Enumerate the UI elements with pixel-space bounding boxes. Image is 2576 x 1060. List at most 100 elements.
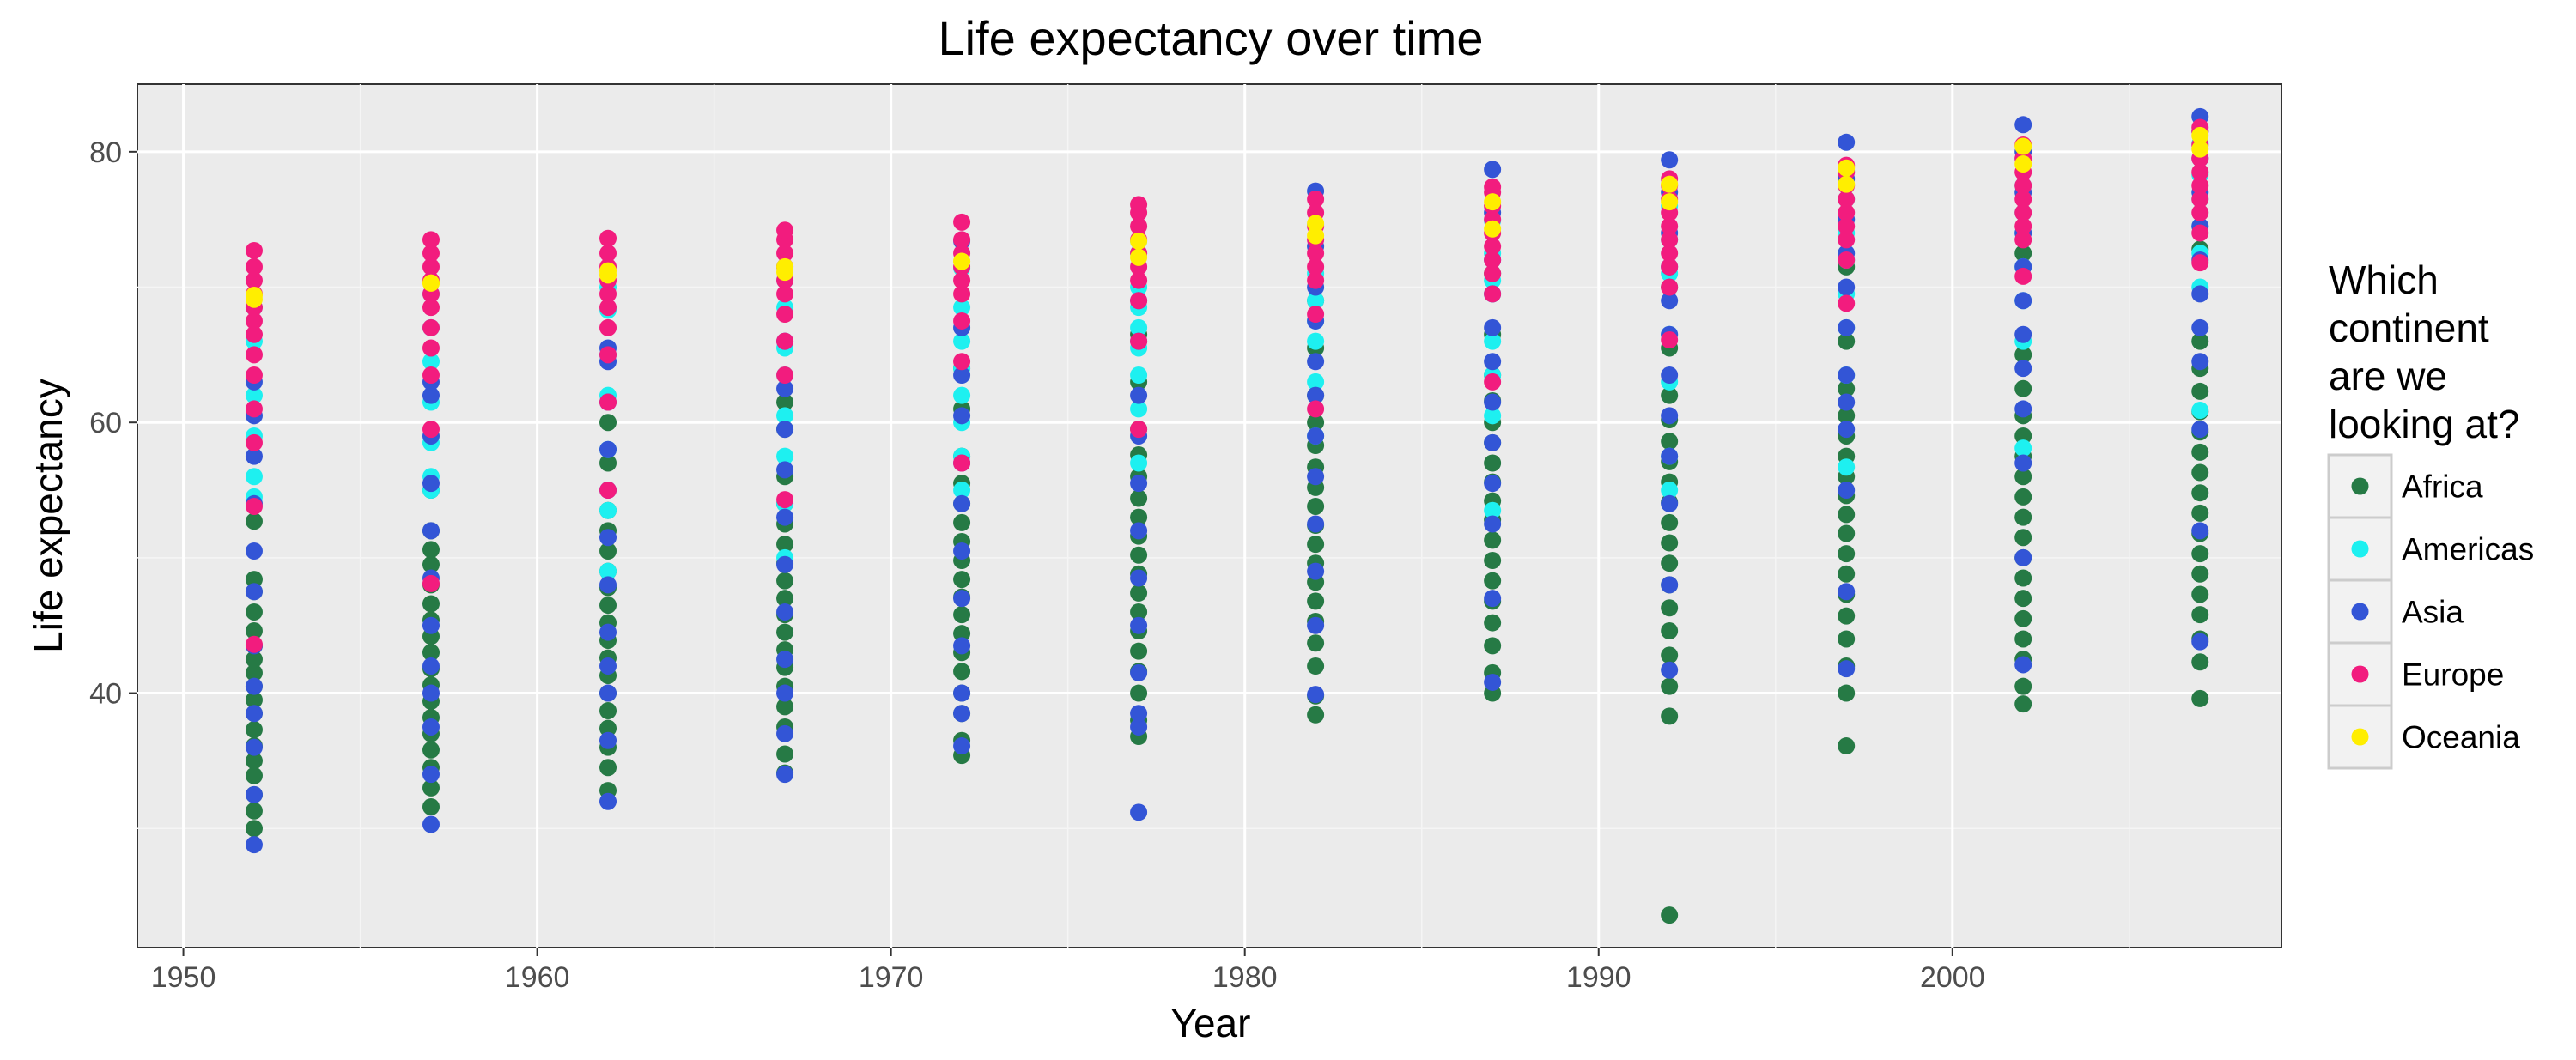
data-point <box>776 407 794 425</box>
data-point <box>1838 630 1856 648</box>
data-point <box>245 677 263 695</box>
data-point <box>776 684 794 702</box>
data-point <box>1307 414 1325 432</box>
data-point <box>1661 366 1679 385</box>
data-point <box>1307 592 1325 610</box>
data-point <box>2014 548 2032 566</box>
data-points <box>245 107 2209 924</box>
data-point <box>1838 332 1856 350</box>
legend-title: are we <box>2329 354 2447 398</box>
data-point <box>776 623 794 641</box>
data-point <box>953 542 971 560</box>
data-point <box>1484 318 1502 336</box>
data-point <box>2191 522 2209 540</box>
data-point <box>953 231 971 249</box>
data-point <box>776 572 794 590</box>
data-point <box>2191 443 2209 461</box>
grid-lines <box>137 84 2281 948</box>
data-point <box>1307 215 1325 233</box>
data-point <box>1307 634 1325 652</box>
data-point <box>1484 637 1502 655</box>
data-point <box>1661 482 1679 500</box>
data-point <box>2014 245 2032 263</box>
data-point <box>1484 515 1502 533</box>
data-point <box>1130 616 1148 634</box>
data-point <box>2014 116 2032 134</box>
data-point <box>1130 196 1148 214</box>
data-point <box>2191 140 2209 158</box>
data-point <box>1661 257 1679 276</box>
data-point <box>422 574 440 592</box>
data-point <box>2014 292 2032 310</box>
data-point <box>776 555 794 573</box>
data-point <box>953 513 971 531</box>
data-point <box>1838 191 1856 209</box>
data-point <box>1130 489 1148 507</box>
data-point <box>776 508 794 526</box>
data-point <box>2014 191 2032 209</box>
y-tick-label: 80 <box>89 136 122 169</box>
data-point <box>776 536 794 554</box>
data-point <box>245 651 263 669</box>
data-point <box>1484 454 1502 472</box>
plot-panel <box>137 83 2282 948</box>
data-point <box>1661 661 1679 679</box>
data-point <box>1130 642 1148 660</box>
y-axis-label: Life expectancy <box>26 379 70 653</box>
y-tick-label: 60 <box>89 407 122 439</box>
data-point <box>1661 906 1679 924</box>
data-point <box>1307 515 1325 533</box>
data-point <box>1484 264 1502 282</box>
data-point <box>1484 590 1502 608</box>
data-point <box>1130 584 1148 602</box>
x-tick-label: 1950 <box>151 961 216 994</box>
data-point <box>1838 379 1856 397</box>
data-point <box>1307 353 1325 371</box>
data-point <box>1838 545 1856 563</box>
data-point <box>1661 447 1679 465</box>
data-point <box>2014 137 2032 155</box>
data-point <box>599 731 617 749</box>
data-point <box>422 386 440 404</box>
data-point <box>599 414 617 432</box>
data-point <box>1838 737 1856 755</box>
data-point <box>1307 332 1325 350</box>
data-point <box>2191 126 2209 144</box>
data-point <box>1838 278 1856 296</box>
data-point <box>599 299 617 317</box>
data-point <box>1130 663 1148 681</box>
data-point <box>245 497 263 515</box>
data-point <box>2191 689 2209 707</box>
data-point <box>776 491 794 509</box>
data-point <box>2191 285 2209 303</box>
legend-label: Asia <box>2402 595 2464 630</box>
data-point <box>953 299 971 317</box>
legend-label: Oceania <box>2402 720 2520 755</box>
data-point <box>1484 285 1502 303</box>
data-point <box>1130 546 1148 564</box>
data-point <box>1661 407 1679 425</box>
data-point <box>953 407 971 425</box>
data-point <box>776 745 794 763</box>
data-point <box>1838 318 1856 336</box>
data-point <box>2014 360 2032 378</box>
data-point <box>1838 482 1856 500</box>
data-point <box>1661 231 1679 249</box>
data-point <box>1484 373 1502 391</box>
data-point <box>2191 545 2209 563</box>
data-point <box>1484 614 1502 632</box>
data-point <box>776 332 794 350</box>
data-point <box>776 766 794 784</box>
data-point <box>953 494 971 512</box>
data-point <box>1484 572 1502 590</box>
data-point <box>422 815 440 833</box>
data-point <box>2014 231 2032 249</box>
data-point <box>1130 318 1148 336</box>
data-point <box>1130 366 1148 385</box>
data-point <box>422 339 440 357</box>
data-point <box>422 366 440 385</box>
data-point <box>2014 267 2032 285</box>
data-point <box>245 325 263 343</box>
data-point <box>1661 576 1679 594</box>
